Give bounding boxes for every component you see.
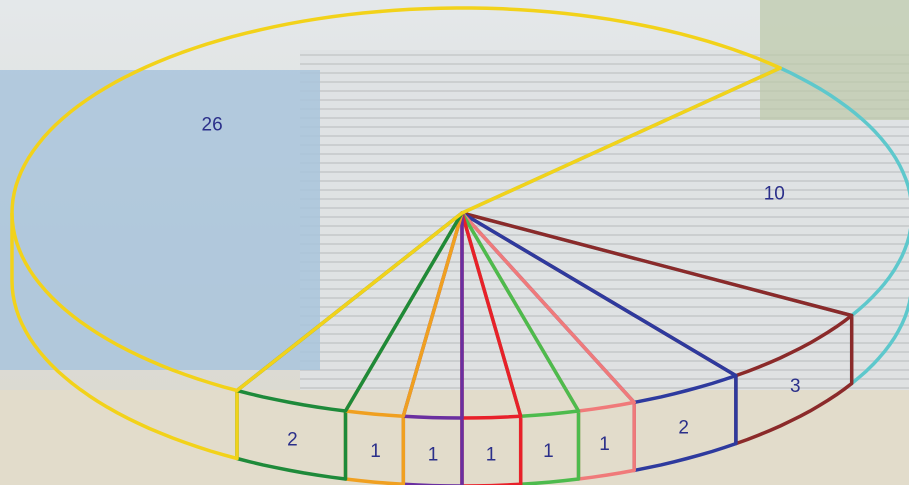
pie-slice: [460, 211, 854, 378]
data-label: 1: [599, 434, 610, 455]
data-label: 1: [486, 444, 497, 465]
pie-slice-side: [632, 375, 738, 473]
data-label: 1: [370, 441, 381, 462]
data-label: 1: [428, 444, 439, 465]
pie-slice-side: [10, 213, 239, 461]
pie-slice: [235, 211, 464, 413]
pie: 10 3 2 1 1 1 1 1 2 26: [10, 6, 909, 485]
pie-slice: [460, 66, 909, 318]
pie-slice-side: [460, 416, 523, 485]
pie-slice-side: [849, 295, 909, 386]
data-label: 2: [678, 418, 689, 439]
pie-slice: [460, 211, 738, 405]
pie-slice-side: [734, 315, 854, 446]
data-label: 2: [287, 429, 298, 450]
pie-slice: [10, 6, 782, 393]
data-label: 3: [790, 376, 801, 397]
data-label: 26: [202, 115, 223, 136]
pie-slice-side: [235, 390, 348, 481]
data-label: 1: [543, 441, 554, 462]
data-label: 10: [764, 183, 785, 204]
